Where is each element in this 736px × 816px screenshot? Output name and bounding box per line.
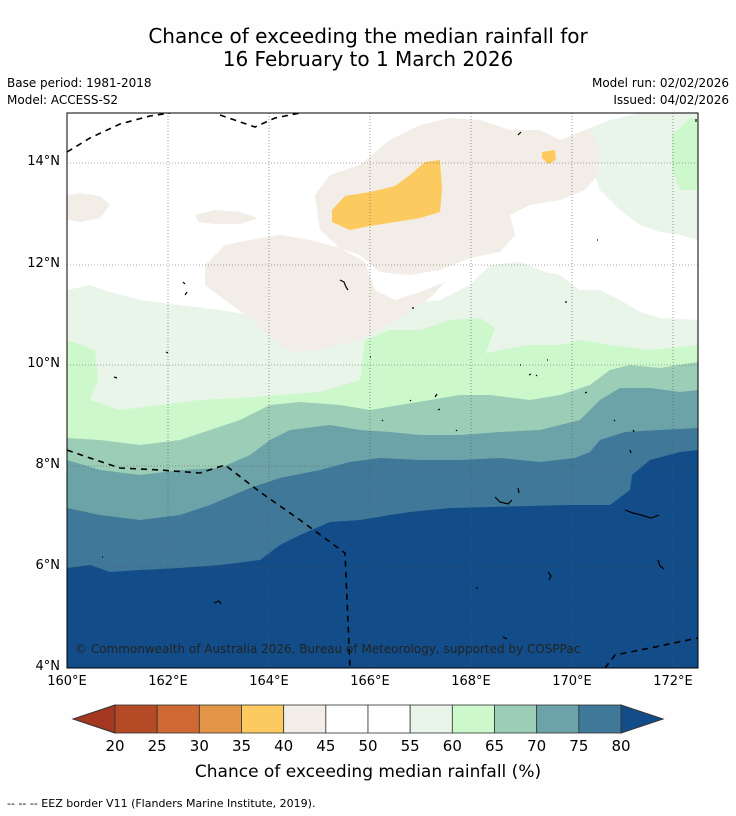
layer-35-40-small (542, 150, 556, 164)
map-background (67, 113, 698, 668)
layer-65-70 (67, 362, 698, 668)
colorbar-segment (114, 704, 158, 734)
lat-label: 12°N (27, 256, 60, 271)
colorbar-extend-high (620, 704, 665, 734)
colorbar-label: Chance of exceeding median rainfall (%) (194, 762, 542, 782)
map-frame (66, 112, 699, 669)
chart-title-line2: 16 February to 1 March 2026 (222, 47, 514, 71)
colorbar-segment (156, 704, 200, 734)
layer-40-45-small (195, 210, 258, 224)
layer-55-60 (67, 113, 698, 668)
layer-35-40-main (332, 160, 442, 230)
colorbar-segment (241, 704, 285, 734)
layer-60-65 (67, 118, 698, 668)
colorbar-tick: 50 (358, 737, 378, 755)
lon-label: 162°E (148, 674, 188, 689)
layer-75-80 (67, 428, 698, 668)
colorbar-tick: 40 (274, 737, 294, 755)
colorbar-segment (409, 704, 453, 734)
lon-label: 172°E (653, 674, 693, 689)
colorbar-segment (283, 704, 327, 734)
lon-label: 170°E (552, 674, 592, 689)
colorbar-segment (536, 704, 580, 734)
colorbar-tick: 70 (527, 737, 547, 755)
eez-footnote: -- -- -- EEZ border V11 (Flanders Marine… (7, 797, 316, 810)
issued-date: Issued: 04/02/2026 (613, 93, 729, 107)
chart-title-line1: Chance of exceeding the median rainfall … (148, 24, 588, 48)
model-run: Model run: 02/02/2026 (591, 76, 729, 90)
lat-label: 10°N (27, 356, 60, 371)
colorbar-extend-low (71, 704, 116, 734)
colorbar-tick: 35 (231, 737, 252, 755)
colorbar-segment (325, 704, 369, 734)
lat-label: 8°N (35, 457, 61, 472)
lat-label: 4°N (35, 659, 61, 674)
colorbar-tick: 25 (147, 737, 167, 755)
colorbar-segment (494, 704, 538, 734)
colorbar-tick: 20 (105, 737, 125, 755)
layer-70-75 (67, 388, 698, 668)
colorbar-tick: 65 (484, 737, 505, 755)
colorbar-tick: 75 (569, 737, 589, 755)
model-name: Model: ACCESS-S2 (7, 93, 119, 107)
lat-label: 14°N (27, 154, 60, 169)
colorbar-segment (578, 704, 622, 734)
lon-label: 164°E (249, 674, 289, 689)
lon-label: 160°E (47, 674, 87, 689)
eez-border (67, 113, 698, 668)
grid-lines (67, 113, 698, 668)
layer-40-45-west (67, 193, 110, 222)
colorbar-tick: 80 (611, 737, 631, 755)
colorbar-segment (198, 704, 242, 734)
lon-label: 166°E (350, 674, 390, 689)
colorbar (71, 704, 665, 734)
lon-label: 168°E (451, 674, 491, 689)
colorbar-segment (451, 704, 495, 734)
island-outlines (102, 119, 697, 640)
copyright-text: © Commonwealth of Australia 2026, Bureau… (75, 642, 580, 656)
layer-above-80 (67, 450, 698, 668)
colorbar-tick: 30 (189, 737, 209, 755)
colorbar-tick: 55 (400, 737, 420, 755)
lat-label: 6°N (35, 558, 61, 573)
colorbar-segment (367, 704, 411, 734)
base-period: Base period: 1981-2018 (7, 76, 152, 90)
layer-40-45-mid (205, 235, 445, 352)
layer-40-45-north (315, 118, 600, 275)
colorbar-tick: 45 (316, 737, 336, 755)
colorbar-tick: 60 (442, 737, 462, 755)
